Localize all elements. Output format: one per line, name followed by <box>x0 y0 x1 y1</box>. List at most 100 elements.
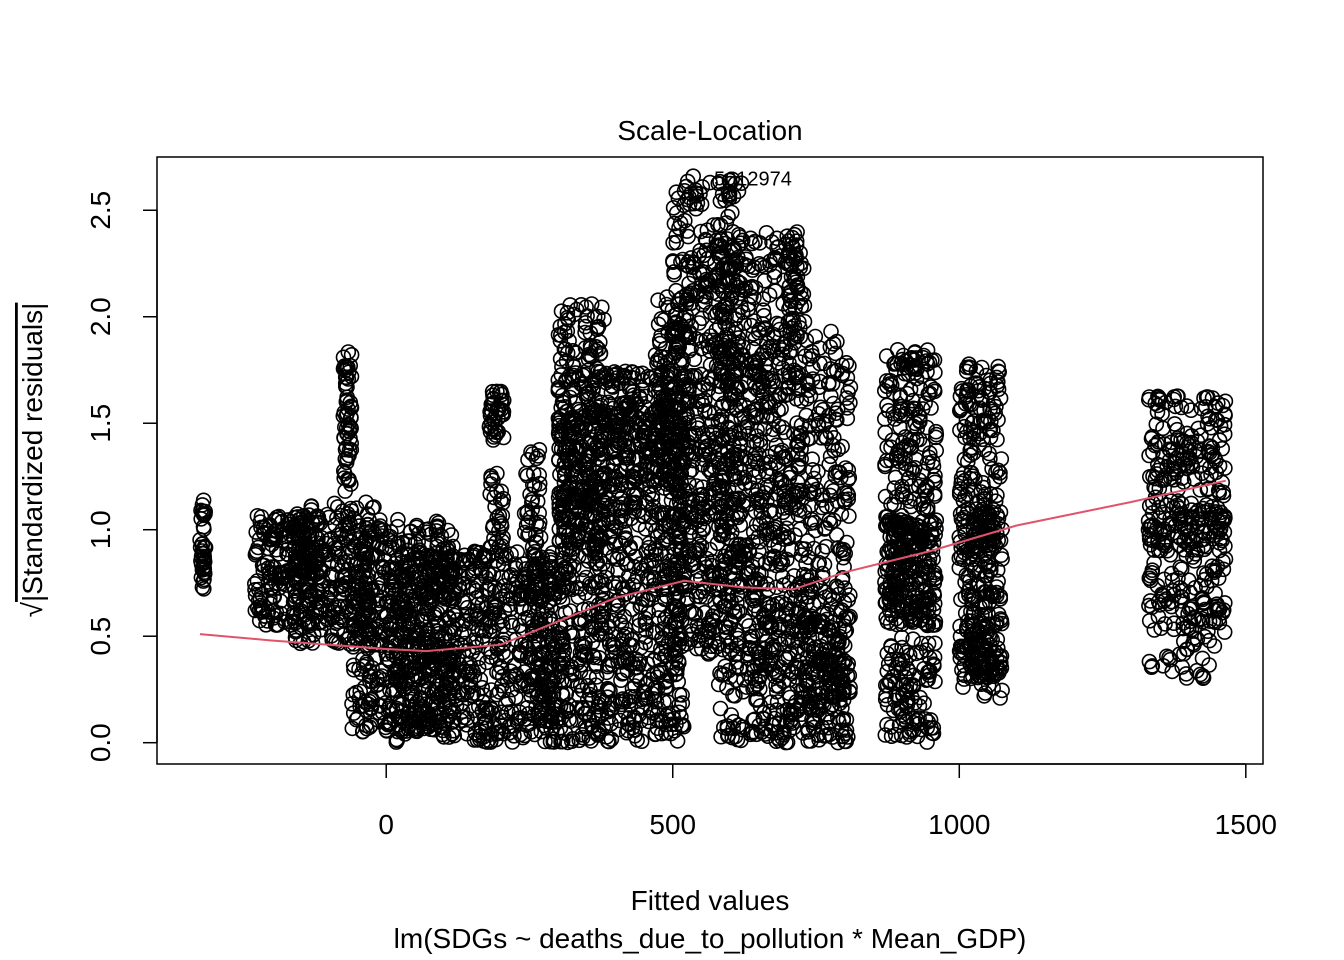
residual-point <box>381 653 398 670</box>
residual-point <box>485 432 502 448</box>
residual-point <box>332 609 349 626</box>
residual-point <box>391 564 407 581</box>
residual-point <box>470 608 487 624</box>
residual-point <box>354 609 371 625</box>
residual-point <box>495 725 512 742</box>
residual-point <box>515 672 532 688</box>
residual-point <box>454 616 471 633</box>
residual-point <box>834 438 850 455</box>
residual-point <box>434 644 451 661</box>
residual-point <box>403 685 420 702</box>
residual-point <box>483 476 499 492</box>
residual-point <box>537 733 553 750</box>
residual-point <box>478 701 494 718</box>
residual-point <box>372 521 388 537</box>
residual-point <box>527 558 544 575</box>
residual-point <box>308 565 325 581</box>
residual-point <box>411 565 427 582</box>
residual-point <box>400 565 417 582</box>
residual-point <box>258 616 274 633</box>
residual-point <box>509 544 526 560</box>
residual-point <box>393 644 409 661</box>
residual-point <box>328 541 345 558</box>
residual-point <box>534 604 550 620</box>
residual-point <box>516 569 533 586</box>
residual-point <box>397 726 413 742</box>
residual-point <box>256 608 273 624</box>
residual-point <box>528 450 545 467</box>
residual-point <box>300 595 317 612</box>
residual-point <box>439 522 456 539</box>
residual-point <box>346 661 362 678</box>
residual-point <box>335 408 352 424</box>
residual-point <box>504 617 521 634</box>
residual-point <box>480 581 497 598</box>
residual-point <box>493 518 510 534</box>
residual-point <box>454 593 471 609</box>
residual-point <box>495 556 512 573</box>
residual-point <box>194 497 211 513</box>
residual-point <box>511 704 528 721</box>
residual-point <box>196 555 212 572</box>
residual-point <box>409 637 426 654</box>
residual-point <box>542 733 559 750</box>
residual-point <box>366 535 383 551</box>
residual-point <box>487 579 503 596</box>
residual-point <box>300 613 317 630</box>
residual-point <box>429 576 446 592</box>
residual-point <box>388 731 405 748</box>
residual-point <box>328 580 345 597</box>
residual-point <box>296 529 313 545</box>
residual-point <box>490 401 507 418</box>
residual-point <box>404 711 421 728</box>
residual-point <box>247 575 263 592</box>
residual-point <box>349 522 366 539</box>
residual-point <box>438 571 455 588</box>
residual-point <box>423 707 439 723</box>
residual-point <box>530 448 546 464</box>
residual-point <box>419 584 436 601</box>
residual-point <box>529 665 546 682</box>
residual-point <box>345 617 362 633</box>
residual-point <box>504 734 521 750</box>
residual-point <box>472 724 489 741</box>
residual-point <box>343 399 360 416</box>
residual-point <box>493 483 510 500</box>
residual-point <box>485 472 501 489</box>
residual-point <box>807 328 824 345</box>
residual-point <box>345 599 361 615</box>
residual-point <box>425 558 441 575</box>
residual-point <box>352 540 369 557</box>
residual-point <box>451 656 468 673</box>
residual-point <box>501 597 518 613</box>
residual-point <box>340 471 356 488</box>
residual-point <box>303 585 319 602</box>
residual-point <box>371 512 388 528</box>
residual-point <box>459 606 475 623</box>
residual-point <box>433 664 449 680</box>
residual-point <box>348 684 365 701</box>
residual-point <box>323 595 340 611</box>
residual-point <box>798 391 815 407</box>
residual-point <box>407 535 424 552</box>
residual-point <box>494 386 510 403</box>
residual-point <box>533 677 549 693</box>
residual-point <box>390 669 407 685</box>
residual-point <box>476 687 493 703</box>
residual-point <box>509 713 526 729</box>
residual-point <box>418 524 435 541</box>
residual-point <box>387 671 404 688</box>
residual-point <box>410 671 427 688</box>
residual-point <box>354 723 371 740</box>
residual-point <box>478 569 494 586</box>
residual-point <box>344 695 360 712</box>
residual-point <box>357 562 373 579</box>
residual-point <box>266 565 283 582</box>
residual-point <box>491 538 508 555</box>
residual-point <box>532 693 549 710</box>
residual-point <box>531 467 548 483</box>
residual-point <box>344 720 361 737</box>
residual-point <box>342 357 359 374</box>
residual-point <box>516 505 533 522</box>
